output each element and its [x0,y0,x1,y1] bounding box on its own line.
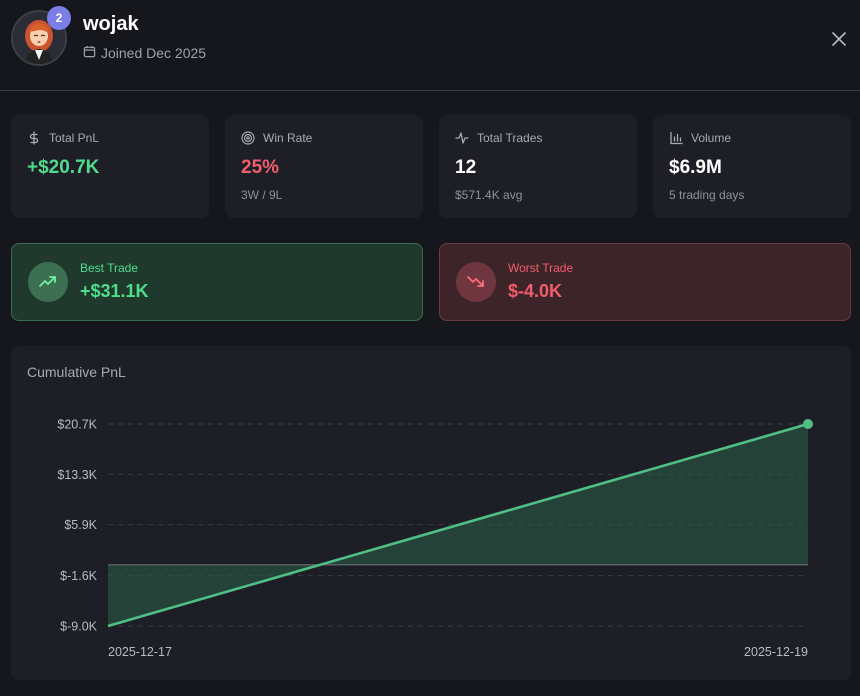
stat-card-volume: Volume $6.9M 5 trading days [653,115,851,218]
activity-icon [455,132,469,144]
y-tick-label: $-9.0K [60,620,97,634]
stat-label: Total Trades [477,131,543,145]
stat-card-win-rate: Win Rate 25% 3W / 9L [225,115,423,218]
trending-up-icon [39,276,56,287]
stat-value: $6.9M [669,157,722,178]
y-tick-label: $13.3K [57,468,97,482]
pnl-line [107,422,809,628]
stat-value: 25% [241,157,280,178]
target-icon [241,131,255,145]
stat-value: +$20.7K [27,157,100,178]
calendar-icon [83,45,96,61]
stat-label: Volume [691,131,732,145]
best-trade-label: Best Trade [80,261,139,275]
username: wojak [83,13,139,35]
worst-trade-label: Worst Trade [508,261,574,275]
dollar-icon [29,131,39,145]
stat-sub: 3W / 9L [241,188,283,202]
chart-title: Cumulative PnL [27,364,126,380]
joined-text: Joined Dec 2025 [101,45,207,61]
worst-trade-card: Worst Trade $-4.0K [439,243,851,321]
stat-label: Win Rate [263,131,313,145]
trending-down-icon [467,276,484,287]
profile-header: 2 wojak Joined Dec 2025 [0,0,860,91]
stat-value: 12 [455,157,477,178]
rank-badge: 2 [47,6,71,30]
y-tick-label: $20.7K [57,418,97,432]
stat-label: Total PnL [49,131,100,145]
cumulative-pnl-chart: $20.7K $13.3K $5.9K $-1.6K $-9.0K 2025-12-17 2… [11,346,851,680]
worst-trade-value: $-4.0K [508,281,563,301]
y-tick-label: $-1.6K [60,569,97,583]
pnl-last-point [803,419,813,429]
stat-sub: 5 trading days [669,188,745,202]
best-trade-card: Best Trade +$31.1K [11,243,423,321]
close-icon [832,32,846,46]
close-button[interactable] [826,26,852,52]
bar-chart-icon [670,131,683,145]
y-tick-label: $5.9K [64,518,97,532]
stat-card-total-pnl: Total PnL +$20.7K [11,115,209,218]
x-tick-label: 2025-12-17 [108,645,172,659]
joined-date: Joined Dec 2025 [83,45,206,61]
stat-card-total-trades: Total Trades 12 $571.4K avg [439,115,637,218]
x-tick-label: 2025-12-19 [744,645,808,659]
chart-canvas: $20.7K $13.3K $5.9K $-1.6K $-9.0K 2025-12-17 2… [57,418,813,659]
stat-sub: $571.4K avg [455,188,523,202]
best-trade-value: +$31.1K [80,281,149,301]
